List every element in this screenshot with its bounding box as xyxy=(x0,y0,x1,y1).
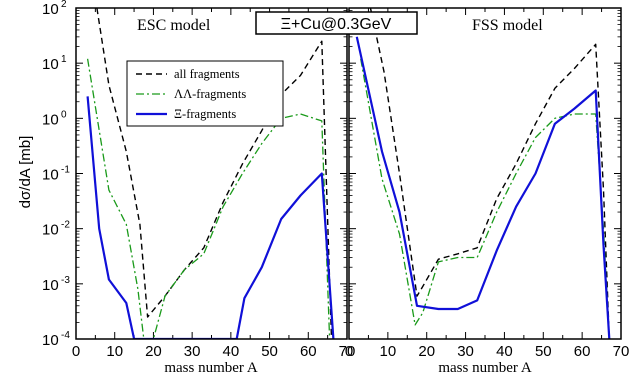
legend: all fragments ΛΛ-fragments Ξ-fragments xyxy=(126,60,284,127)
plot-frame-right xyxy=(348,7,622,340)
x-tick-label: 0 xyxy=(72,343,80,360)
y-tick-base: 10 xyxy=(42,332,59,349)
y-tick-label: 10 -4 xyxy=(42,330,70,349)
y-tick-label: 10 2 xyxy=(42,0,67,18)
series-xi-right xyxy=(355,36,611,339)
banner-text: Ξ+Cu@0.3GeV xyxy=(281,16,392,33)
y-tick-label: 10 -1 xyxy=(42,165,70,184)
x-axis-label-left: mass number A xyxy=(164,360,257,376)
series-xi-left xyxy=(86,96,335,339)
x-tick-label: 60 xyxy=(574,343,591,360)
x-tick-label: 50 xyxy=(535,343,552,360)
series-ll-right xyxy=(360,58,610,339)
legend-label-all: all fragments xyxy=(174,67,240,81)
x-tick-label: 40 xyxy=(496,343,513,360)
y-tick-exponent: -1 xyxy=(61,165,70,176)
x-tick-label: 30 xyxy=(184,343,201,360)
x-tick-label: 30 xyxy=(457,343,474,360)
x-tick-label: 0 xyxy=(345,343,353,360)
y-tick-exponent: -4 xyxy=(61,330,70,341)
x-tick-label: 20 xyxy=(145,343,162,360)
series-group-left xyxy=(86,8,335,339)
y-tick-base: 10 xyxy=(42,1,59,18)
legend-label-xi: Ξ-fragments xyxy=(174,107,236,121)
y-tick-exponent: -2 xyxy=(61,220,70,231)
x-tick-label: 10 xyxy=(380,343,397,360)
x-tick-label: 70 xyxy=(613,343,630,360)
x-tick-label: 10 xyxy=(106,343,123,360)
y-tick-exponent: 0 xyxy=(61,109,67,120)
y-tick-base: 10 xyxy=(42,56,59,73)
banner-box: Ξ+Cu@0.3GeV xyxy=(255,11,418,35)
y-tick-base: 10 xyxy=(42,277,59,294)
series-ll-left xyxy=(86,58,331,339)
x-tick-label: 40 xyxy=(223,343,240,360)
x-tick-label: 50 xyxy=(261,343,278,360)
panel-title-left: ESC model xyxy=(137,17,211,34)
y-tick-exponent: 1 xyxy=(61,54,67,65)
panel-left: 0 10 20 30 40 50 60 70 ESC model mass number A xyxy=(72,7,356,376)
y-tick-label: 10 -3 xyxy=(42,275,70,294)
x-tick-label: 70 xyxy=(339,343,356,360)
y-tick-base: 10 xyxy=(42,222,59,239)
y-tick-label: 10 1 xyxy=(42,54,67,73)
y-tick-label: 10 0 xyxy=(42,109,67,128)
series-all-left xyxy=(96,8,333,339)
x-tick-label: 20 xyxy=(418,343,435,360)
series-group-right xyxy=(355,8,611,339)
panel-right: 0 10 20 30 40 50 60 70 FSS model mass number A xyxy=(345,7,630,376)
plot-frame-left xyxy=(75,7,348,340)
y-tick-label: 10 -2 xyxy=(42,220,70,239)
axis-ticks-right: 0 10 20 30 40 50 60 70 xyxy=(345,8,630,360)
y-axis-label: dσ/dA [mb] xyxy=(17,136,34,209)
y-tick-exponent: -3 xyxy=(61,275,70,286)
y-tick-base: 10 xyxy=(42,167,59,184)
y-tick-base: 10 xyxy=(42,111,59,128)
panel-title-right: FSS model xyxy=(472,17,543,34)
y-tick-exponent: 2 xyxy=(61,0,67,10)
series-all-right xyxy=(369,8,610,339)
banner-frame xyxy=(255,11,418,35)
legend-label-ll: ΛΛ-fragments xyxy=(174,87,246,101)
x-axis-label-right: mass number A xyxy=(438,360,531,376)
x-tick-label: 60 xyxy=(300,343,317,360)
